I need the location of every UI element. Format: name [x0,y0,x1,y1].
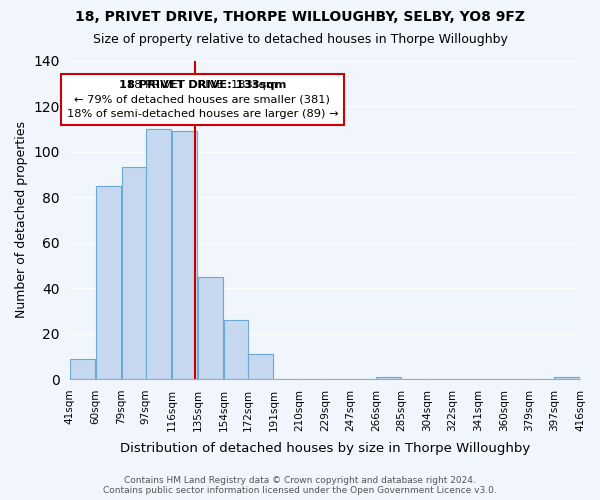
Bar [122,168,146,379]
Bar [248,354,274,379]
Bar [198,276,223,379]
Bar [70,358,95,379]
Text: 18, PRIVET DRIVE, THORPE WILLOUGHBY, SELBY, YO8 9FZ: 18, PRIVET DRIVE, THORPE WILLOUGHBY, SEL… [75,10,525,24]
Text: 18 PRIVET DRIVE: 133sqm: 18 PRIVET DRIVE: 133sqm [119,80,286,90]
Bar [172,131,197,379]
Bar [146,129,172,379]
Text: Size of property relative to detached houses in Thorpe Willoughby: Size of property relative to detached ho… [92,32,508,46]
Y-axis label: Number of detached properties: Number of detached properties [15,122,28,318]
Bar [376,377,401,379]
Bar [96,186,121,379]
Text: 18 PRIVET DRIVE: 133sqm
← 79% of detached houses are smaller (381)
18% of semi-d: 18 PRIVET DRIVE: 133sqm ← 79% of detache… [67,80,338,119]
Bar [224,320,248,379]
Text: Contains HM Land Registry data © Crown copyright and database right 2024.
Contai: Contains HM Land Registry data © Crown c… [103,476,497,495]
Bar [554,377,580,379]
X-axis label: Distribution of detached houses by size in Thorpe Willoughby: Distribution of detached houses by size … [120,442,530,455]
